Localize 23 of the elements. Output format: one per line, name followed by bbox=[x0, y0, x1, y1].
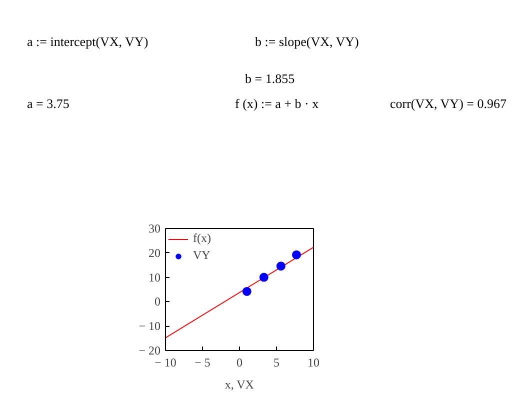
y-tick-label: 20 bbox=[148, 246, 160, 260]
y-tick-label: 30 bbox=[148, 222, 160, 236]
x-tick-label: 10 bbox=[308, 356, 320, 370]
x-tick-label: 0 bbox=[236, 356, 242, 370]
text: corr(VX, VY) = 0.967 bbox=[390, 95, 506, 113]
text: a := intercept(VX, VY) bbox=[27, 33, 148, 51]
x-tick-label: − 5 bbox=[194, 356, 210, 370]
legend-label: f(x) bbox=[193, 231, 212, 246]
y-tick-label: 0 bbox=[154, 294, 160, 309]
legend-label: VY bbox=[193, 248, 212, 263]
text: b = 1.855 bbox=[245, 70, 295, 88]
point bbox=[259, 272, 268, 282]
x-axis-title: x, VX bbox=[224, 378, 254, 392]
y-tick-label: − 10 bbox=[138, 319, 161, 334]
point bbox=[292, 250, 301, 260]
x-tick-label: 5 bbox=[274, 356, 280, 370]
point bbox=[276, 262, 286, 271]
text: b := slope(VX, VY) bbox=[255, 33, 359, 51]
y-tick-label: 10 bbox=[148, 270, 160, 284]
point bbox=[242, 286, 252, 296]
text: a = 3.75 bbox=[27, 95, 70, 113]
text: f (x) := a + b · x bbox=[235, 95, 319, 113]
y-tick-label: − 20 bbox=[138, 344, 161, 358]
